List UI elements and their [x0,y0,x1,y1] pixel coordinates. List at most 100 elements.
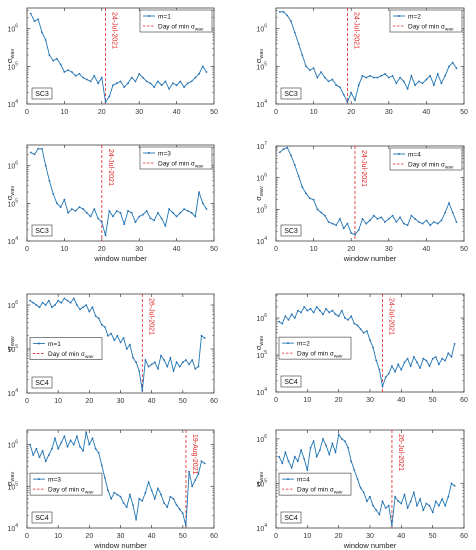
data-point [308,197,311,200]
data-point [387,217,390,220]
legend-series-marker [398,15,400,17]
data-point [181,361,184,364]
x-tick-label: 50 [460,246,468,253]
data-point [284,451,287,454]
data-point [63,297,66,300]
data-point [107,489,109,492]
data-point [194,215,197,218]
min-date-label: 24-Jul-2021 [388,298,395,335]
data-point [197,472,200,475]
data-point [425,502,428,505]
y-tick-label: 106 [256,173,267,183]
data-point [369,339,371,342]
data-point [340,438,343,440]
data-point [350,91,353,94]
data-point [194,479,197,481]
data-point [335,84,338,87]
y-axis-label-symbol: σ [5,481,14,486]
data-point [301,54,304,56]
data-point [201,65,204,68]
legend-series-label: m=3 [158,151,171,158]
data-point [312,440,315,442]
legend-series-marker [38,478,40,481]
data-point [157,367,159,370]
legend-min-text: Day of min σ [158,161,195,168]
data-point [56,202,58,205]
y-tick-label: 104 [256,99,267,109]
data-point [115,210,118,212]
data-point [33,20,36,23]
data-point [119,211,122,214]
min-date-label: 24-Jul-2021 [352,12,359,49]
data-point [395,82,398,85]
data-point [72,297,75,300]
data-point [381,500,384,503]
y-tick-exponent: 4 [15,99,18,105]
data-point [104,477,106,479]
y-tick-label: 105 [256,350,267,360]
data-point [425,78,428,81]
data-point [376,76,379,79]
data-point [29,299,31,302]
chart-panel-2: 0 10 20 30 40 50104105106σwav24-Jul-2021SC3m=… [254,7,468,116]
data-point [431,357,434,360]
data-point [85,211,88,214]
y-axis-label: σwav [254,336,265,351]
data-point [372,76,375,79]
data-point [357,84,360,87]
data-point [76,435,78,438]
data-point [172,497,175,500]
data-point [153,219,156,222]
y-tick-exponent: 7 [264,141,267,147]
data-point [350,315,353,318]
data-point [293,164,296,166]
x-tick-label: 20 [347,246,355,253]
x-tick-label: 30 [366,533,374,540]
data-point [290,467,293,469]
data-point [316,76,319,79]
data-point [402,80,405,83]
data-point [51,306,53,309]
data-point [281,462,284,465]
legend-min-sub: wav [334,355,343,360]
y-tick-label: 105 [256,478,267,488]
data-point [331,309,334,312]
data-point [125,506,128,508]
data-point [324,214,326,217]
legend-series-marker [287,342,289,345]
sc-label: SC3 [35,91,49,98]
x-tick-label: 50 [179,533,187,540]
legend-min-text: Day of min σ [48,351,85,358]
data-point [394,370,396,373]
x-tick-label: 40 [173,246,181,253]
data-point [147,365,150,368]
legend-series-label: m=4 [408,152,421,159]
y-axis-label: σwav [254,49,265,64]
data-point [203,337,206,339]
data-point [72,443,75,446]
x-tick-label: 10 [303,397,311,404]
data-point [69,439,72,442]
y-tick-label: 104 [256,523,267,533]
data-point [119,495,122,498]
legend-series-marker [148,15,150,17]
legend-min-sub: wav [85,355,94,360]
y-tick-label: 105 [7,198,18,208]
data-point [44,304,47,306]
data-point [315,306,318,308]
data-point [54,437,56,440]
legend-min-text: Day of min σ [297,351,334,358]
x-tick-label: 40 [148,398,156,405]
data-point [160,84,163,87]
data-point [306,309,309,312]
data-point [57,447,60,450]
data-point [205,71,208,73]
data-point [175,215,178,218]
y-axis-label-sub: wav [259,336,265,347]
sc-label: SC3 [284,228,298,235]
x-tick-label: 40 [423,246,431,253]
data-point [104,326,106,328]
data-point [315,455,318,458]
data-point [63,435,66,438]
data-point [89,215,92,218]
